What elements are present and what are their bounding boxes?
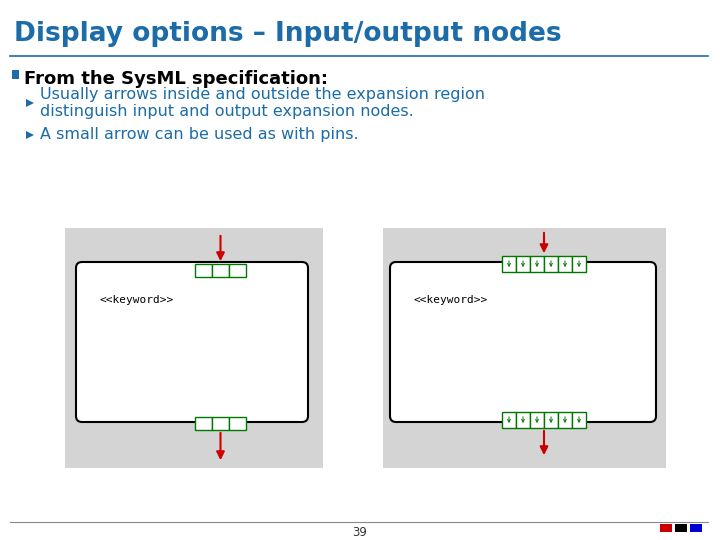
- Bar: [544, 412, 558, 428]
- Text: A small arrow can be used as with pins.: A small arrow can be used as with pins.: [40, 127, 359, 143]
- Bar: [690, 524, 702, 532]
- Bar: [572, 256, 586, 272]
- Bar: [530, 256, 544, 272]
- Bar: [572, 412, 586, 428]
- Bar: [195, 417, 212, 430]
- Bar: [558, 412, 572, 428]
- Text: 39: 39: [353, 525, 367, 538]
- FancyBboxPatch shape: [76, 262, 308, 422]
- Bar: [558, 256, 572, 272]
- Text: <<keyword>>: <<keyword>>: [413, 295, 487, 305]
- Text: Display options – Input/output nodes: Display options – Input/output nodes: [14, 21, 562, 47]
- Bar: [383, 228, 666, 468]
- Bar: [229, 264, 246, 277]
- Text: Usually arrows inside and outside the expansion region
distinguish input and out: Usually arrows inside and outside the ex…: [40, 87, 485, 119]
- Bar: [12, 70, 19, 79]
- FancyBboxPatch shape: [390, 262, 656, 422]
- Bar: [675, 524, 687, 532]
- Bar: [212, 417, 229, 430]
- Bar: [660, 524, 672, 532]
- Text: From the SysML specification:: From the SysML specification:: [24, 70, 328, 88]
- Bar: [65, 228, 323, 468]
- Bar: [516, 412, 530, 428]
- Bar: [544, 256, 558, 272]
- Bar: [502, 256, 516, 272]
- Bar: [502, 412, 516, 428]
- Bar: [195, 264, 212, 277]
- Bar: [530, 412, 544, 428]
- Text: <<keyword>>: <<keyword>>: [100, 295, 174, 305]
- Bar: [516, 256, 530, 272]
- Bar: [229, 417, 246, 430]
- Bar: [212, 264, 229, 277]
